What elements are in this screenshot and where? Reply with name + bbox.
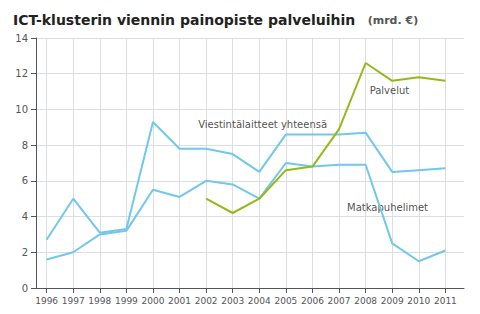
- svg-text:2007: 2007: [328, 296, 351, 306]
- svg-text:12: 12: [15, 68, 28, 79]
- svg-text:2005: 2005: [274, 296, 297, 306]
- svg-text:(mrd. €): (mrd. €): [368, 14, 418, 27]
- svg-text:0: 0: [22, 283, 28, 294]
- svg-text:6: 6: [22, 175, 28, 186]
- svg-text:Palvelut: Palvelut: [370, 85, 410, 96]
- svg-text:2009: 2009: [381, 296, 404, 306]
- svg-text:2000: 2000: [142, 296, 165, 306]
- svg-text:2011: 2011: [434, 296, 457, 306]
- svg-text:2002: 2002: [195, 296, 218, 306]
- svg-text:2006: 2006: [301, 296, 324, 306]
- svg-text:2004: 2004: [248, 296, 271, 306]
- svg-text:1999: 1999: [115, 296, 138, 306]
- svg-text:10: 10: [15, 104, 28, 115]
- svg-text:2010: 2010: [407, 296, 430, 306]
- svg-text:8: 8: [22, 140, 28, 151]
- svg-text:2: 2: [22, 247, 28, 258]
- svg-text:14: 14: [15, 33, 28, 44]
- svg-text:4: 4: [22, 211, 28, 222]
- svg-text:1997: 1997: [62, 296, 85, 306]
- svg-text:Viestintälaitteet yhteensä: Viestintälaitteet yhteensä: [198, 119, 327, 130]
- svg-text:2001: 2001: [168, 296, 191, 306]
- svg-text:ICT-klusterin viennin painopis: ICT-klusterin viennin painopiste palvelu…: [13, 12, 355, 28]
- svg-text:2003: 2003: [221, 296, 244, 306]
- svg-text:1998: 1998: [88, 296, 111, 306]
- svg-text:Matkapuhelimet: Matkapuhelimet: [347, 202, 428, 213]
- svg-text:1996: 1996: [35, 296, 58, 306]
- svg-text:2008: 2008: [354, 296, 377, 306]
